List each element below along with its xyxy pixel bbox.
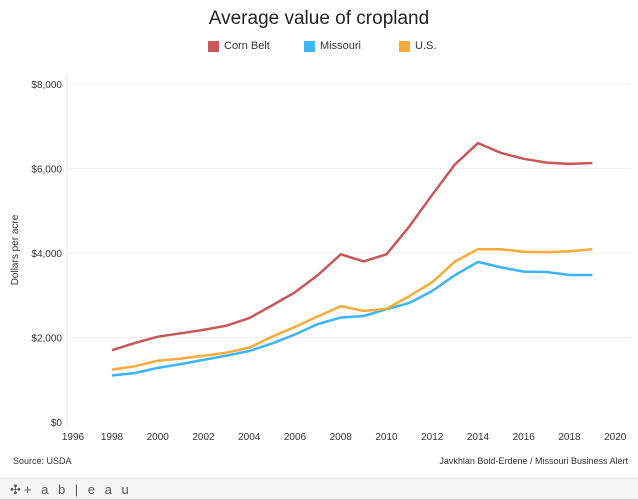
y-tick-label: $6,000	[31, 165, 62, 176]
source-note: Source: USDA	[13, 456, 72, 466]
legend-swatch	[304, 40, 315, 52]
data-point[interactable]	[269, 340, 275, 346]
tableau-logo-text: + a b | e a u	[23, 482, 132, 497]
legend-swatch	[399, 40, 410, 52]
data-point[interactable]	[589, 272, 595, 278]
data-point[interactable]	[223, 323, 229, 329]
data-point[interactable]	[544, 249, 550, 255]
chart-title: Average value of cropland	[208, 8, 430, 29]
data-point[interactable]	[384, 251, 390, 257]
tableau-logo[interactable]: ✣+ a b | e a u	[10, 482, 132, 497]
data-point[interactable]	[544, 160, 550, 166]
data-point[interactable]	[315, 272, 321, 278]
data-point[interactable]	[498, 150, 504, 156]
data-point[interactable]	[246, 315, 252, 321]
data-point[interactable]	[178, 361, 184, 367]
x-tick-label: 2004	[238, 432, 261, 443]
legend-label: Missouri	[320, 40, 361, 52]
data-point[interactable]	[269, 302, 275, 308]
x-tick-label: 2002	[192, 432, 215, 443]
data-point[interactable]	[589, 246, 595, 252]
data-point[interactable]	[338, 303, 344, 309]
legend: Corn Belt Missouri U.S.	[0, 40, 638, 56]
data-point[interactable]	[178, 330, 184, 336]
data-point[interactable]	[521, 156, 527, 162]
data-point[interactable]	[132, 363, 138, 369]
series-line-missouri	[111, 260, 593, 377]
series-line-u-s-	[111, 247, 593, 371]
data-point[interactable]	[315, 313, 321, 319]
data-point[interactable]	[452, 272, 458, 278]
data-point[interactable]	[109, 373, 115, 379]
x-tick-label: 1998	[101, 432, 124, 443]
data-point[interactable]	[155, 365, 161, 371]
data-point[interactable]	[201, 327, 207, 333]
data-point[interactable]	[429, 288, 435, 294]
x-tick-label: 2012	[421, 432, 444, 443]
x-tick-label: 2010	[375, 432, 398, 443]
data-point[interactable]	[452, 161, 458, 167]
y-tick-label: $2,000	[31, 334, 62, 345]
legend-label: Corn Belt	[224, 40, 270, 52]
data-point[interactable]	[109, 347, 115, 353]
x-tick-label: 2006	[284, 432, 307, 443]
plot-area[interactable]: $0 $2,000 $4,000 $6,000 $8,000 1996 1998 2000 20…	[0, 0, 638, 450]
data-point[interactable]	[155, 334, 161, 340]
x-tick-label: 2020	[604, 432, 627, 443]
x-tick-label: 2016	[513, 432, 536, 443]
x-tick-label: 2018	[558, 432, 581, 443]
y-tick-label: $8,000	[31, 80, 62, 91]
legend-label: U.S.	[415, 40, 437, 52]
data-point[interactable]	[338, 251, 344, 257]
data-point[interactable]	[589, 160, 595, 166]
data-point[interactable]	[567, 161, 573, 167]
data-point[interactable]	[544, 269, 550, 275]
data-point[interactable]	[406, 293, 412, 299]
data-point[interactable]	[429, 279, 435, 285]
data-point[interactable]	[223, 350, 229, 356]
data-point[interactable]	[475, 140, 481, 146]
data-point[interactable]	[406, 300, 412, 306]
data-point[interactable]	[406, 223, 412, 229]
data-point[interactable]	[475, 259, 481, 265]
x-tick-label: 2014	[467, 432, 490, 443]
data-point[interactable]	[567, 272, 573, 278]
data-point[interactable]	[475, 246, 481, 252]
x-tick-label: 2000	[147, 432, 170, 443]
legend-item-missouri[interactable]: Missouri	[304, 40, 361, 52]
data-point[interactable]	[201, 353, 207, 359]
data-point[interactable]	[521, 269, 527, 275]
data-point[interactable]	[292, 289, 298, 295]
legend-swatch	[208, 40, 219, 52]
data-point[interactable]	[429, 192, 435, 198]
data-point[interactable]	[109, 367, 115, 373]
data-point[interactable]	[315, 321, 321, 327]
legend-item-us[interactable]: U.S.	[399, 40, 436, 52]
credit-note: Javkhlan Bold-Erdene / Missouri Business…	[439, 456, 628, 466]
data-point[interactable]	[292, 332, 298, 338]
data-point[interactable]	[178, 356, 184, 362]
data-point[interactable]	[384, 306, 390, 312]
data-point[interactable]	[292, 324, 298, 330]
legend-item-corn-belt[interactable]: Corn Belt	[208, 40, 270, 52]
x-tick-label: 1996	[62, 432, 85, 443]
data-point[interactable]	[269, 334, 275, 340]
data-point[interactable]	[521, 249, 527, 255]
data-point[interactable]	[361, 258, 367, 264]
data-point[interactable]	[498, 264, 504, 270]
y-tick-label: $4,000	[31, 249, 62, 260]
data-point[interactable]	[338, 315, 344, 321]
data-point[interactable]	[498, 246, 504, 252]
series-line-corn-belt	[111, 141, 593, 352]
data-point[interactable]	[361, 308, 367, 314]
data-point[interactable]	[246, 345, 252, 351]
y-tick-label: $0	[51, 418, 63, 429]
data-point[interactable]	[452, 258, 458, 264]
data-point[interactable]	[155, 358, 161, 364]
data-point[interactable]	[132, 340, 138, 346]
tableau-footer: ✣+ a b | e a u	[0, 478, 638, 500]
data-point[interactable]	[132, 370, 138, 376]
x-tick-label: 2008	[330, 432, 353, 443]
data-point[interactable]	[567, 248, 573, 254]
